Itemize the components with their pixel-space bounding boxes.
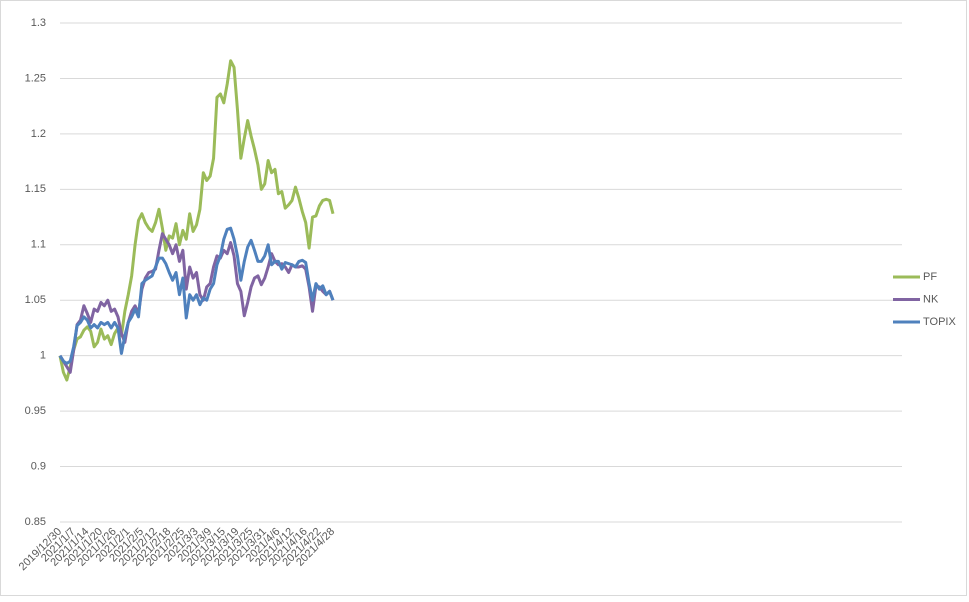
legend-label: PF [923, 271, 937, 283]
legend-label: TOPIX [923, 316, 956, 328]
series-line [58, 226, 335, 365]
y-tick-label: 1.1 [31, 239, 46, 251]
series-line [58, 232, 335, 374]
y-tick-label: 1.2 [31, 128, 46, 140]
y-tick-label: 1.05 [25, 294, 46, 306]
y-tick-label: 1.25 [25, 72, 46, 84]
y-tick-label: 0.9 [31, 460, 46, 472]
y-tick-label: 0.95 [25, 405, 46, 417]
series-line [58, 59, 335, 382]
legend-label: NK [923, 293, 939, 305]
y-tick-label: 1 [40, 350, 46, 362]
y-tick-label: 1.15 [25, 183, 46, 195]
y-tick-label: 0.85 [25, 516, 46, 528]
y-tick-label: 1.3 [31, 17, 46, 29]
